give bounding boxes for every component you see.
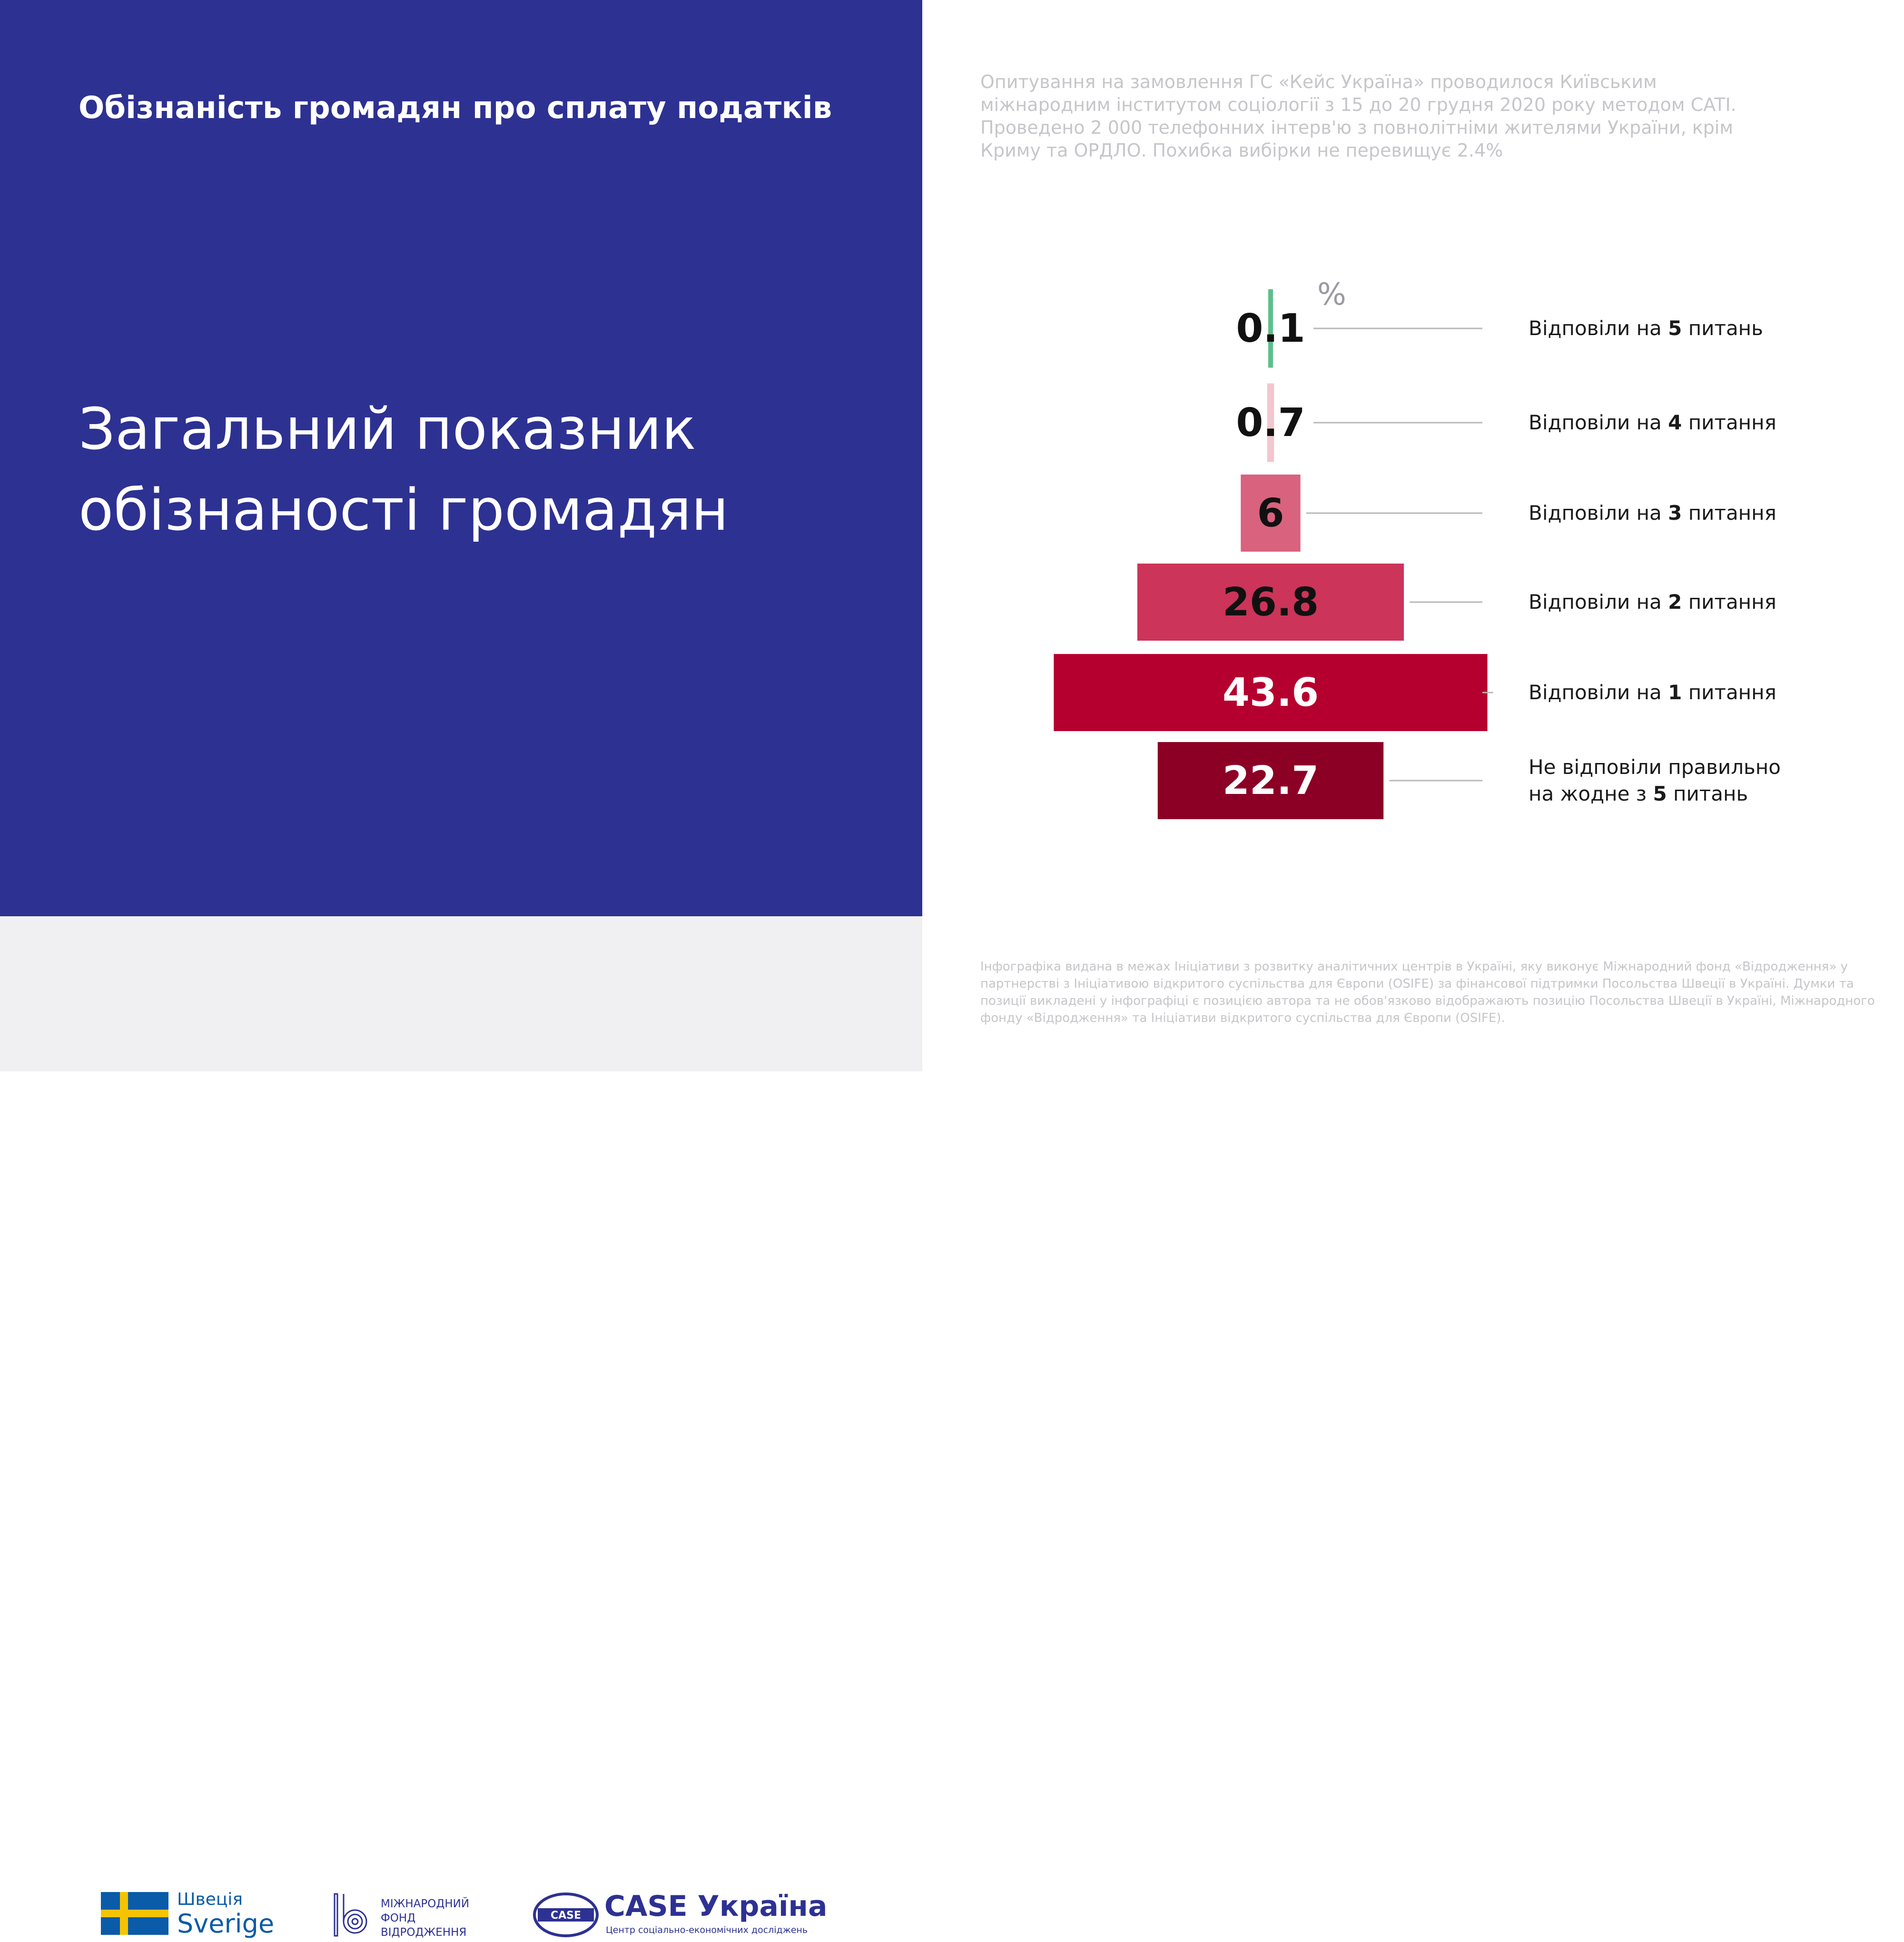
category-label-3: Відповіли на 3 питання [1529,501,1776,525]
category-label-2: Відповіли на 4 питання [1529,411,1776,434]
value-label-3: 6 [1257,491,1284,536]
bar-6 [1157,742,1384,819]
case-logo-subtitle: Центр соціально-економічних досліджень [606,1925,808,1935]
bar-5 [1054,654,1488,731]
value-label-4: 26.8 [1223,580,1319,625]
irf-logo: МІЖНАРОДНИЙ ФОНД ВІДРОДЖЕННЯ [333,1892,476,1940]
irf-logo-text: МІЖНАРОДНИЙ ФОНД ВІДРОДЖЕННЯ [381,1898,470,1939]
category-label-1: Відповіли на 5 питань [1529,317,1763,340]
case-mark-text: CASE [551,1910,581,1922]
category-count: 3 [1668,501,1682,525]
case-logo-title: CASE Україна [604,1890,828,1923]
bar-1 [1268,289,1273,368]
survey-methodology-note: Опитування на замовлення ГС «Кейс Україн… [980,71,1736,161]
page-title: Загальний показник обізнаності громадян [79,396,729,544]
swedish-flag-icon [101,1892,168,1935]
case-mark-icon: CASE [533,1892,599,1937]
category-label-5: Відповіли на 1 питання [1529,681,1776,704]
page-subtitle: Обізнаність громадян про сплату податків [79,90,832,126]
category-count: 1 [1668,681,1682,704]
title-panel: Обізнаність громадян про сплату податків… [0,0,922,916]
sweden-logo-text-sv: Sverige [177,1909,275,1939]
category-label-6: Не відповіли правильно на жодне з 5 питан… [1529,755,1781,805]
category-label-4: Відповіли на 2 питання [1529,590,1776,614]
category-count: 5 [1653,782,1667,805]
case-logo: CASE CASE Україна Центр соціально-економ… [533,1890,828,1942]
value-label-1: 0.1 [1236,306,1305,351]
sweden-logo-text-ua: Швеція [177,1890,243,1909]
value-label-2: 0.7 [1236,400,1305,446]
bar-2 [1267,383,1274,462]
awareness-chart: 0.1 0.7 6 26.8 43.6 22.7 [1054,289,1493,819]
bar-4 [1137,564,1404,641]
sweden-logo: Швеція Sverige [101,1890,282,1942]
value-label-6: 22.7 [1223,758,1319,803]
disclaimer-note: Інфографіка видана в межах Ініціативи з … [980,960,1875,1025]
category-count: 5 [1668,317,1682,340]
bar-3 [1241,475,1301,552]
category-count: 2 [1668,590,1682,614]
unit-label: % [1317,277,1346,312]
irf-mark-icon [334,1893,367,1937]
category-count: 4 [1668,411,1682,434]
value-label-5: 43.6 [1223,670,1319,715]
